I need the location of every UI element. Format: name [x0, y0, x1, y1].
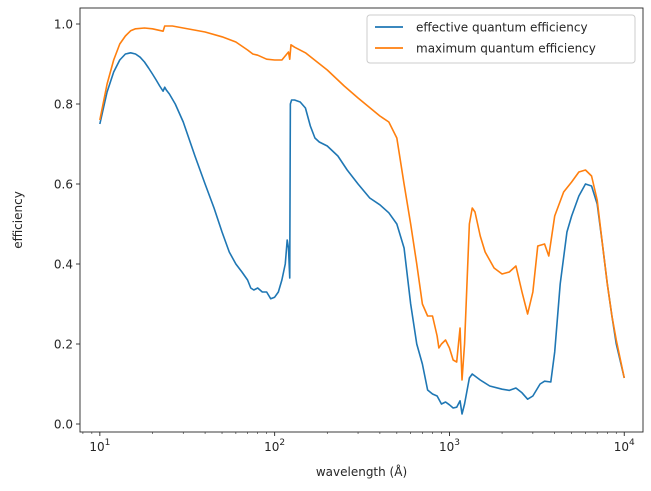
- y-tick-label: 1.0: [54, 18, 73, 32]
- y-tick-label: 0.4: [54, 258, 73, 272]
- x-axis-label: wavelength (Å): [316, 464, 407, 479]
- series-line-0: [99, 52, 626, 415]
- x-tick-label: 102: [264, 438, 285, 454]
- series-layer: [99, 25, 626, 415]
- legend: effective quantum efficiency maximum qua…: [366, 14, 636, 64]
- y-tick-label: 0.2: [54, 338, 73, 352]
- y-tick-label: 0.0: [54, 418, 73, 432]
- legend-box: [366, 14, 636, 64]
- legend-entry-maximum: maximum quantum efficiency: [416, 42, 596, 56]
- series-line-1: [99, 25, 626, 381]
- x-tick-label: 101: [89, 438, 110, 454]
- axes-frame: [79, 7, 644, 433]
- x-tick-label: 104: [614, 438, 635, 454]
- y-axis: 0.0 0.2 0.4 0.6 0.8 1.0: [54, 18, 80, 432]
- y-tick-label: 0.8: [54, 98, 73, 112]
- y-tick-label: 0.6: [54, 178, 73, 192]
- x-tick-label: 103: [439, 438, 460, 454]
- legend-entry-effective: effective quantum efficiency: [416, 21, 588, 35]
- y-axis-label: efficiency: [11, 191, 25, 249]
- x-axis: 101 102 103 104: [82, 432, 635, 454]
